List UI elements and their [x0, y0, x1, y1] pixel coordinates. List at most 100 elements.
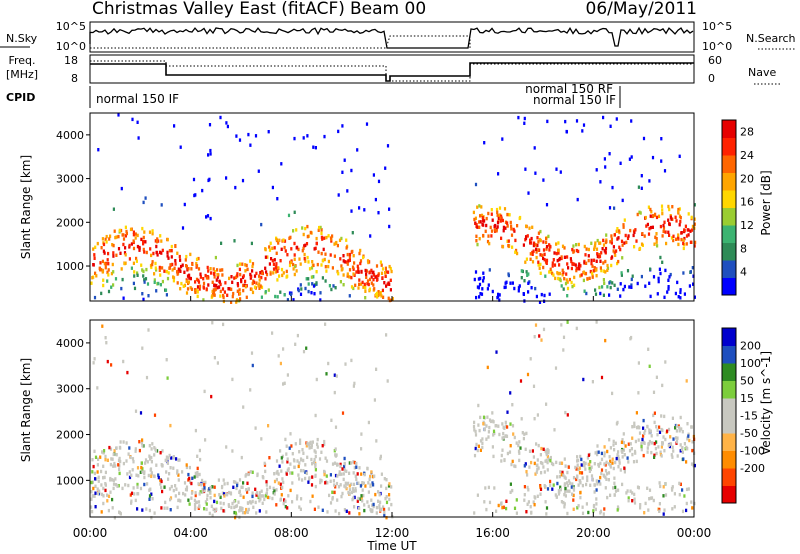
data-cell [387, 281, 390, 285]
data-cell [574, 465, 577, 470]
data-cell [157, 239, 160, 243]
data-cell [205, 507, 208, 512]
data-cell [629, 442, 632, 446]
data-cell [106, 458, 109, 462]
data-cell [594, 288, 597, 292]
data-cell [351, 497, 354, 502]
data-cell [652, 214, 655, 218]
data-cell [539, 492, 542, 496]
data-cell [664, 360, 667, 364]
data-cell [390, 485, 393, 489]
data-cell [579, 454, 582, 459]
freq-right-tick-low: 0 [708, 72, 715, 85]
data-cell [288, 263, 292, 268]
data-cell [155, 268, 158, 272]
data-cell [239, 506, 242, 510]
data-cell [338, 472, 341, 477]
data-cell [120, 228, 123, 233]
data-cell [542, 465, 545, 469]
data-cell [513, 506, 517, 510]
data-cell [547, 451, 550, 455]
data-cell [574, 263, 577, 267]
data-cell [100, 469, 103, 474]
data-cell [301, 478, 304, 482]
data-cell [689, 229, 692, 233]
data-cell [526, 372, 530, 377]
data-cell [134, 236, 137, 240]
data-cell [493, 224, 496, 229]
data-cell [115, 235, 118, 239]
data-cell [212, 290, 216, 295]
data-cell [214, 287, 217, 292]
data-cell [545, 203, 549, 207]
data-cell [631, 425, 634, 429]
data-cell [255, 511, 258, 515]
data-cell [493, 486, 496, 490]
data-cell [514, 464, 517, 469]
data-cell [475, 239, 478, 243]
data-cell [259, 284, 262, 288]
data-cell [566, 481, 569, 485]
data-cell [374, 492, 377, 497]
data-cell [617, 259, 620, 264]
data-cell [235, 298, 239, 302]
data-cell [307, 289, 310, 294]
data-cell [285, 444, 288, 448]
data-cell [655, 240, 658, 244]
data-cell [641, 232, 644, 236]
data-cell [327, 234, 330, 238]
nsky-tick-low: 10^0 [56, 40, 86, 53]
data-cell [663, 414, 666, 419]
data-cell [283, 498, 286, 502]
data-cell [384, 270, 387, 275]
data-cell [535, 442, 538, 446]
data-cell [185, 264, 188, 268]
data-cell [602, 473, 605, 477]
data-cell [323, 236, 326, 240]
data-cell [281, 477, 284, 481]
data-cell [600, 375, 604, 380]
y-tick-label: 3000 [56, 173, 84, 186]
data-cell [272, 271, 275, 275]
data-cell [497, 172, 500, 176]
data-cell [618, 229, 621, 233]
data-cell [108, 237, 111, 241]
data-cell [539, 453, 542, 457]
data-cell [660, 445, 663, 449]
data-cell [603, 462, 606, 466]
data-cell [589, 460, 592, 464]
data-cell [478, 282, 482, 287]
data-cell [585, 482, 588, 487]
velocity-ylabel: Slant Range [km] [19, 358, 33, 462]
data-cell [282, 271, 285, 275]
data-cell [177, 473, 180, 477]
data-cell [377, 211, 380, 215]
data-cell [251, 491, 254, 495]
data-cell [273, 246, 276, 250]
data-cell [288, 236, 291, 240]
data-cell [348, 484, 351, 488]
data-cell [138, 448, 141, 453]
data-cell [368, 270, 371, 274]
data-cell [367, 282, 370, 287]
data-cell [539, 229, 542, 234]
data-cell [348, 252, 352, 257]
data-cell [386, 144, 390, 148]
data-cell [602, 238, 605, 243]
data-cell [213, 485, 216, 489]
data-cell [205, 276, 208, 280]
data-cell [302, 451, 305, 455]
data-cell [646, 222, 649, 227]
data-cell [334, 473, 338, 478]
data-cell [678, 207, 681, 211]
data-cell [168, 266, 171, 270]
data-cell [486, 287, 489, 291]
data-cell [359, 248, 362, 253]
data-cell [556, 258, 559, 263]
data-cell [327, 264, 330, 269]
data-cell [618, 461, 621, 465]
data-cell [265, 270, 268, 274]
data-cell [260, 437, 263, 441]
data-cell [128, 257, 131, 261]
